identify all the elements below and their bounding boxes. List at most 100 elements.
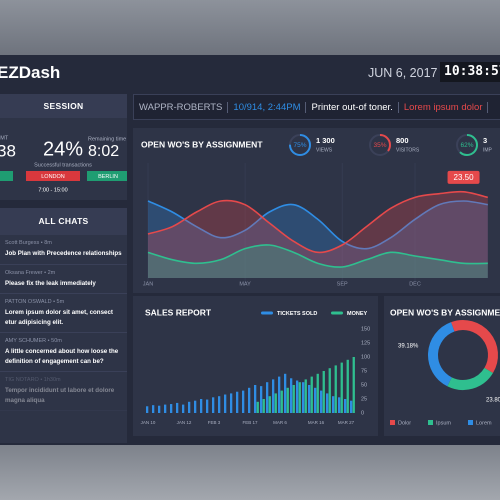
chat-item: TIG NOTARO • 1h30m Tempor incididunt ut l… (0, 372, 127, 411)
chat-item: AMY SCHUMER • 50m A little concerned abou… (0, 333, 127, 372)
area-fill (148, 244, 488, 278)
value-label: 39.18% (398, 344, 419, 350)
area-line (147, 190, 489, 254)
stat-percent: 62% (460, 142, 473, 149)
bar (332, 396, 335, 413)
bar (302, 382, 305, 413)
chart-title: OPEN WO'S BY ASSIGNMENT (390, 307, 500, 317)
x-tick-label: MAR 27 (338, 420, 355, 425)
y-tick-label: 0 (361, 410, 364, 416)
donut-chart: OPEN WO'S BY ASSIGNMENT 39.18% 23.80% Dolor… (390, 307, 500, 426)
chats-title: ALL CHATS (0, 208, 127, 235)
y-tick-label: 50 (361, 382, 367, 388)
legend-label: Lorem (476, 420, 492, 426)
x-tick-label: MAY (239, 281, 251, 287)
stat-number: 800 (396, 136, 409, 145)
bar (170, 404, 173, 413)
stat-number: 3 (483, 136, 487, 145)
legend-label: Ipsum (436, 420, 451, 426)
x-tick-label: FEB 3 (208, 420, 221, 425)
chats-panel: ALL CHATS Scott Burgess • 8m Job Plan wit… (0, 208, 127, 443)
bar (176, 402, 179, 413)
bar (268, 396, 271, 413)
hours: 7:00 - 15:00 (38, 187, 67, 193)
rate-value: 24% (43, 138, 83, 160)
bar (314, 387, 317, 413)
x-tick-label: JAN (143, 281, 153, 287)
bar (224, 394, 227, 413)
chat-author: Oksana Frewer • 2m (5, 269, 56, 276)
stat-number: 1 300 (316, 136, 335, 145)
legend-label: MONEY (347, 311, 368, 317)
session-title: SESSION (0, 94, 127, 118)
area-line (147, 244, 488, 268)
chat-text: Job Plan with Precedence relationships (5, 250, 122, 257)
bar (152, 405, 155, 413)
stat-ring (289, 134, 311, 156)
bar (278, 376, 281, 413)
bar (254, 385, 257, 413)
tooltip (447, 170, 480, 184)
chat-text: A little concerned about how loose the d… (5, 348, 119, 365)
bar (346, 359, 349, 413)
stat-percent: 75% (293, 142, 306, 149)
bar (290, 378, 293, 413)
x-tick-label: MAR 16 (308, 420, 325, 425)
legend-swatch (390, 420, 395, 425)
bar (266, 382, 269, 413)
bar (206, 399, 209, 413)
clock: 10:38:57 (440, 62, 500, 82)
donut-segment (451, 320, 498, 374)
bar (334, 365, 337, 413)
ticker-item: Printer out-of toner. (306, 101, 399, 113)
sales-panel: SALES REPORT TICKETS SOLD MONEY 150 125 100 75… (133, 296, 378, 436)
bar (326, 393, 329, 413)
brand: EZDash (0, 63, 61, 82)
bar (316, 373, 319, 413)
y-tick-label: 25 (361, 396, 367, 402)
bar (218, 396, 221, 413)
gmt-label: GMT (0, 135, 9, 141)
bar (286, 387, 289, 413)
dashboard: EZDash JUN 6, 2017 10:38:57 SESSION GMT3… (0, 55, 500, 445)
bar (212, 397, 215, 413)
bar (328, 368, 331, 413)
x-tick-label: JAN 12 (177, 420, 192, 425)
donut-segment (428, 322, 455, 387)
y-tick-label: 75 (361, 368, 367, 374)
session-body: GMT38 24% Successful transactions Remaining… (0, 135, 127, 193)
x-tick-label: SEP (337, 281, 348, 287)
legend-swatch (261, 311, 273, 315)
donut-panel: OPEN WO'S BY ASSIGNMENT 39.18% 23.80% Dolor… (384, 296, 500, 436)
bar (242, 390, 245, 413)
sales-chart: SALES REPORT TICKETS SOLD MONEY 150 125 100 75… (141, 307, 371, 425)
ticker-item: WAPPR-ROBERTS (134, 101, 229, 113)
legend-label: Dolor (398, 420, 411, 426)
tooltip-text: 23.50 (454, 173, 475, 182)
bar (344, 399, 347, 413)
chat-author: AMY SCHUMER • 50m (5, 338, 62, 344)
bar (322, 371, 325, 413)
bar (182, 404, 185, 413)
y-tick-label: 150 (361, 326, 370, 332)
bar (256, 401, 259, 413)
area-fill (148, 201, 488, 278)
area-fill (148, 191, 488, 278)
chat-list: Scott Burgess • 8m Job Plan with Preceden… (0, 235, 127, 411)
bar (310, 376, 313, 413)
stat-ring (456, 134, 478, 156)
bar (308, 385, 311, 413)
bar (304, 379, 307, 413)
stat-ring (369, 134, 391, 156)
bar (296, 380, 299, 413)
bar (164, 404, 167, 413)
area-line (147, 200, 488, 250)
y-tick-label: 100 (361, 354, 370, 360)
bar (284, 373, 287, 413)
chart-title: SALES REPORT (145, 307, 212, 317)
x-tick-label: FEB 17 (242, 420, 258, 425)
chat-author: PATTON OSWALD • 5m (5, 299, 65, 305)
gmt-value: 38 (0, 141, 16, 160)
area-chart: OPEN WO'S BY ASSIGNMENT 75% 1 300 VIEWS 35% 8… (141, 134, 493, 287)
bar (280, 390, 283, 413)
